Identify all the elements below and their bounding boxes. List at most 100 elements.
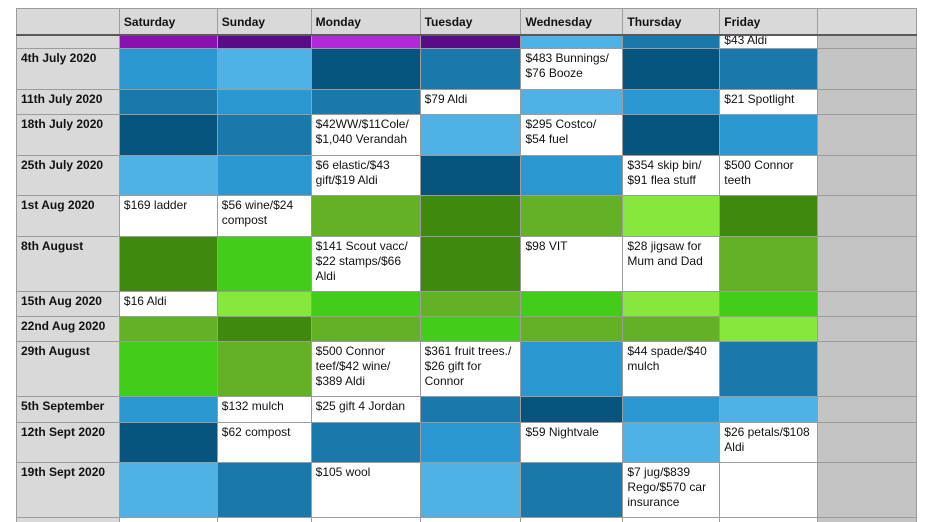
cell-friday[interactable] bbox=[719, 517, 819, 522]
cell-extra-column[interactable] bbox=[817, 462, 917, 518]
cell-thursday[interactable]: $44 spade/$40 mulch bbox=[622, 341, 721, 397]
cell-monday[interactable] bbox=[310, 422, 421, 463]
cell-extra-column[interactable] bbox=[817, 422, 917, 463]
cell-saturday[interactable] bbox=[118, 236, 218, 292]
cell-tuesday[interactable] bbox=[419, 396, 522, 423]
cell-wednesday[interactable] bbox=[520, 462, 624, 518]
cell-monday[interactable] bbox=[310, 48, 421, 90]
cell-tuesday[interactable] bbox=[419, 114, 522, 156]
cell-monday[interactable]: $141 Scout vacc/ $22 stamps/$66 Aldi bbox=[310, 236, 421, 292]
cell-thursday[interactable]: $7 jug/$839 Rego/$570 car insurance bbox=[622, 462, 721, 518]
cell-sunday[interactable] bbox=[216, 34, 312, 49]
cell-friday[interactable] bbox=[719, 316, 819, 342]
cell-friday[interactable] bbox=[719, 396, 819, 423]
cell-saturday[interactable] bbox=[118, 396, 218, 423]
cell-sunday[interactable] bbox=[216, 341, 312, 397]
cell-saturday[interactable] bbox=[118, 48, 218, 90]
column-header-wednesday[interactable]: Wednesday bbox=[520, 8, 624, 35]
cell-tuesday[interactable]: $361 fruit trees./ $26 gift for Connor bbox=[419, 341, 522, 397]
cell-saturday[interactable] bbox=[118, 114, 218, 156]
cell-tuesday[interactable] bbox=[419, 48, 522, 90]
cell-saturday[interactable] bbox=[118, 155, 218, 196]
cell-monday[interactable]: $42WW/$11Cole/ $1,040 Verandah bbox=[310, 114, 421, 156]
cell-thursday[interactable] bbox=[622, 195, 721, 237]
cell-wednesday[interactable]: $98 VIT bbox=[520, 236, 624, 292]
column-header-sunday[interactable]: Sunday bbox=[216, 8, 312, 35]
row-label[interactable]: 11th July 2020 bbox=[16, 89, 120, 115]
row-label[interactable]: 19th Sept 2020 bbox=[16, 462, 120, 518]
cell-monday[interactable] bbox=[310, 89, 421, 115]
cell-thursday[interactable] bbox=[622, 422, 721, 463]
cell-saturday[interactable] bbox=[118, 341, 218, 397]
cell-thursday[interactable] bbox=[622, 316, 721, 342]
cell-monday[interactable]: $500 Connor teef/$42 wine/ $389 Aldi bbox=[310, 341, 421, 397]
cell-tuesday[interactable] bbox=[419, 422, 522, 463]
cell-friday[interactable]: $26 petals/$108 Aldi bbox=[719, 422, 819, 463]
header-corner[interactable] bbox=[16, 8, 120, 35]
cell-wednesday[interactable] bbox=[520, 34, 624, 49]
cell-tuesday[interactable] bbox=[419, 517, 522, 522]
cell-tuesday[interactable] bbox=[419, 155, 522, 196]
cell-sunday[interactable] bbox=[216, 48, 312, 90]
column-header-extra[interactable] bbox=[817, 8, 917, 35]
cell-wednesday[interactable] bbox=[520, 155, 624, 196]
cell-tuesday[interactable] bbox=[419, 34, 522, 49]
row-label[interactable]: 22nd Aug 2020 bbox=[16, 316, 120, 342]
cell-friday[interactable] bbox=[719, 114, 819, 156]
cell-thursday[interactable] bbox=[622, 34, 721, 49]
cell-friday[interactable]: $500 Connor teeth bbox=[719, 155, 819, 196]
cell-sunday[interactable] bbox=[216, 89, 312, 115]
cell-saturday[interactable] bbox=[118, 34, 218, 49]
cell-monday[interactable] bbox=[310, 291, 421, 317]
cell-sunday[interactable] bbox=[216, 316, 312, 342]
cell-monday[interactable] bbox=[310, 195, 421, 237]
cell-friday[interactable] bbox=[719, 291, 819, 317]
cell-thursday[interactable] bbox=[622, 517, 721, 522]
column-header-thursday[interactable]: Thursday bbox=[622, 8, 721, 35]
cell-wednesday[interactable] bbox=[520, 89, 624, 115]
cell-monday[interactable]: $25 gift 4 Jordan bbox=[310, 396, 421, 423]
cell-extra-column[interactable] bbox=[817, 341, 917, 397]
cell-saturday[interactable] bbox=[118, 316, 218, 342]
cell-sunday[interactable] bbox=[216, 291, 312, 317]
cell-tuesday[interactable] bbox=[419, 462, 522, 518]
cell-wednesday[interactable]: $483 Bunnings/ $76 Booze bbox=[520, 48, 624, 90]
cell-extra-column[interactable] bbox=[817, 34, 917, 49]
cell-sunday[interactable]: $56 wine/$24 compost bbox=[216, 195, 312, 237]
cell-monday[interactable] bbox=[310, 34, 421, 49]
cell-extra-column[interactable] bbox=[817, 155, 917, 196]
cell-extra-column[interactable] bbox=[817, 89, 917, 115]
cell-extra-column[interactable] bbox=[817, 291, 917, 317]
cell-wednesday[interactable] bbox=[520, 396, 624, 423]
cell-tuesday[interactable] bbox=[419, 291, 522, 317]
cell-thursday[interactable]: $28 jigsaw for Mum and Dad bbox=[622, 236, 721, 292]
cell-saturday[interactable] bbox=[118, 89, 218, 115]
cell-sunday[interactable]: $62 compost bbox=[216, 422, 312, 463]
row-label[interactable]: 1st Aug 2020 bbox=[16, 195, 120, 237]
row-label[interactable]: 4th July 2020 bbox=[16, 48, 120, 90]
cell-friday[interactable]: $43 Aldi bbox=[719, 34, 819, 49]
cell-extra-column[interactable] bbox=[817, 236, 917, 292]
row-label[interactable] bbox=[16, 34, 120, 49]
cell-sunday[interactable]: $132 mulch bbox=[216, 396, 312, 423]
cell-wednesday[interactable] bbox=[520, 291, 624, 317]
cell-sunday[interactable] bbox=[216, 114, 312, 156]
cell-thursday[interactable] bbox=[622, 114, 721, 156]
cell-sunday[interactable] bbox=[216, 236, 312, 292]
cell-wednesday[interactable] bbox=[520, 195, 624, 237]
cell-tuesday[interactable]: $79 Aldi bbox=[419, 89, 522, 115]
cell-saturday[interactable] bbox=[118, 422, 218, 463]
column-header-friday[interactable]: Friday bbox=[719, 8, 819, 35]
cell-thursday[interactable] bbox=[622, 396, 721, 423]
cell-extra-column[interactable] bbox=[817, 316, 917, 342]
row-label[interactable]: 5th September bbox=[16, 396, 120, 423]
cell-friday[interactable] bbox=[719, 48, 819, 90]
cell-monday[interactable]: $6 elastic/$43 gift/$19 Aldi bbox=[310, 155, 421, 196]
cell-saturday[interactable] bbox=[118, 462, 218, 518]
cell-wednesday[interactable] bbox=[520, 517, 624, 522]
column-header-tuesday[interactable]: Tuesday bbox=[419, 8, 522, 35]
cell-tuesday[interactable] bbox=[419, 316, 522, 342]
cell-extra-column[interactable] bbox=[817, 396, 917, 423]
cell-sunday[interactable] bbox=[216, 155, 312, 196]
cell-tuesday[interactable] bbox=[419, 195, 522, 237]
